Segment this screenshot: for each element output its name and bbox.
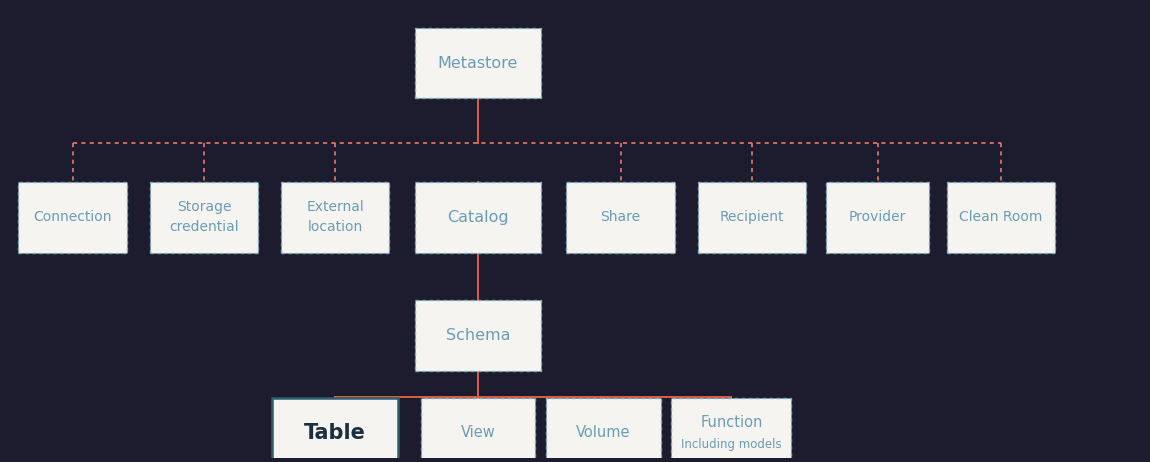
Text: credential: credential (169, 220, 239, 234)
Text: Share: Share (600, 210, 641, 225)
Text: Storage: Storage (177, 201, 231, 214)
FancyBboxPatch shape (415, 28, 540, 98)
FancyBboxPatch shape (273, 398, 398, 462)
FancyBboxPatch shape (698, 182, 806, 253)
FancyBboxPatch shape (946, 182, 1055, 253)
Text: Schema: Schema (446, 328, 511, 343)
FancyBboxPatch shape (421, 398, 535, 462)
Text: Table: Table (305, 423, 366, 443)
Text: Function: Function (700, 415, 762, 431)
FancyBboxPatch shape (415, 182, 540, 253)
Text: Connection: Connection (33, 210, 112, 225)
FancyBboxPatch shape (546, 398, 660, 462)
Text: location: location (307, 220, 363, 234)
FancyBboxPatch shape (567, 182, 675, 253)
Text: Including models: Including models (681, 438, 782, 451)
FancyBboxPatch shape (18, 182, 126, 253)
Text: View: View (461, 426, 496, 440)
Text: Volume: Volume (576, 426, 631, 440)
Text: Catalog: Catalog (447, 210, 508, 225)
Text: External: External (306, 201, 365, 214)
Text: Provider: Provider (849, 210, 906, 225)
FancyBboxPatch shape (281, 182, 390, 253)
FancyBboxPatch shape (415, 300, 540, 371)
Text: Clean Room: Clean Room (959, 210, 1043, 225)
FancyBboxPatch shape (672, 398, 791, 462)
Text: Metastore: Metastore (438, 55, 519, 71)
Text: Recipient: Recipient (720, 210, 784, 225)
FancyBboxPatch shape (150, 182, 259, 253)
FancyBboxPatch shape (826, 182, 929, 253)
